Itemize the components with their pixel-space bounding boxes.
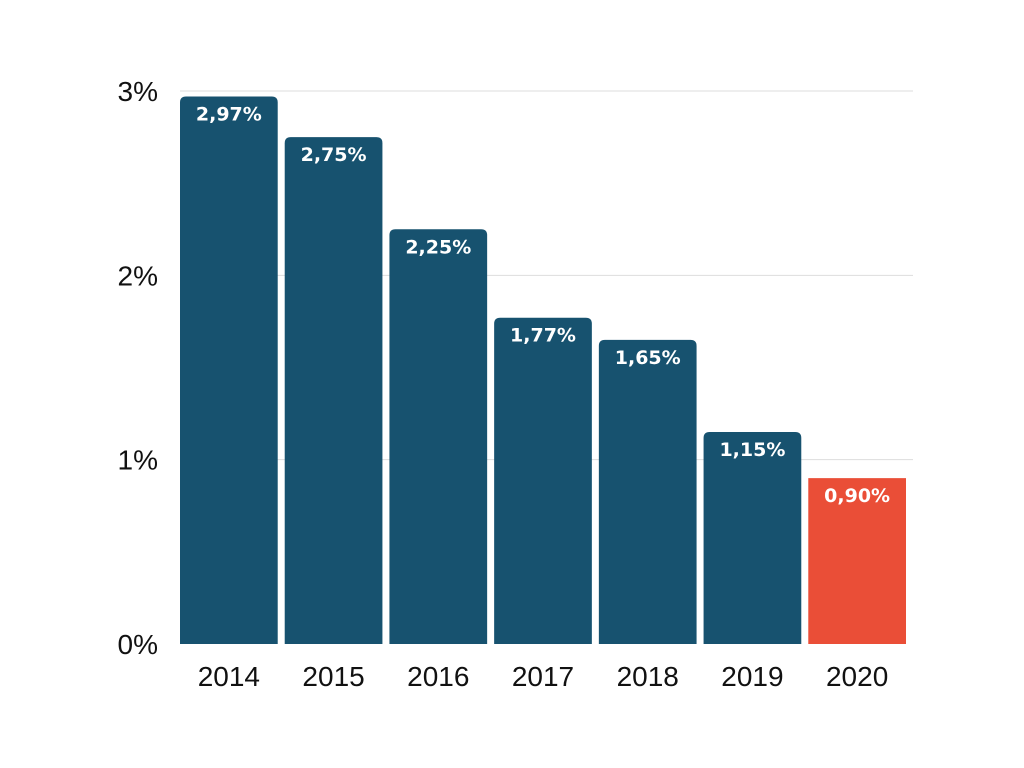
x-axis: 2014 2015 2016 2017 2018 2019 2020: [198, 661, 889, 692]
data-label-2015: 2,75%: [301, 144, 367, 166]
y-axis: 0% 1% 2% 3%: [118, 76, 158, 660]
x-tick-label-2017: 2017: [512, 661, 574, 692]
bar-2018: [598, 339, 697, 644]
bars: 2,97% 2,75% 2,25% 1,77% 1,65% 1,15% 0,90%: [180, 96, 906, 645]
bar-2015: [284, 137, 383, 645]
x-tick-label-2016: 2016: [407, 661, 469, 692]
y-tick-label: 3%: [118, 76, 158, 107]
data-label-2018: 1,65%: [615, 347, 681, 369]
bar-2014: [180, 96, 278, 644]
y-tick-label: 2%: [118, 260, 158, 291]
data-label-2017: 1,77%: [510, 325, 576, 347]
x-tick-label-2019: 2019: [721, 661, 783, 692]
y-tick-label: 1%: [118, 445, 158, 476]
x-tick-label-2020: 2020: [826, 661, 888, 692]
y-tick-label: 0%: [118, 629, 158, 660]
bar-2016: [389, 229, 488, 644]
x-tick-label-2018: 2018: [617, 661, 679, 692]
data-label-2020: 0,90%: [824, 485, 890, 507]
data-label-2014: 2,97%: [196, 104, 262, 126]
x-tick-label-2015: 2015: [302, 661, 364, 692]
x-tick-label-2014: 2014: [198, 661, 260, 692]
data-label-2016: 2,25%: [405, 236, 471, 258]
bar-2017: [494, 317, 592, 644]
bar-2019: [703, 432, 802, 644]
data-label-2019: 1,15%: [719, 439, 785, 461]
bar-2020: [808, 478, 906, 644]
